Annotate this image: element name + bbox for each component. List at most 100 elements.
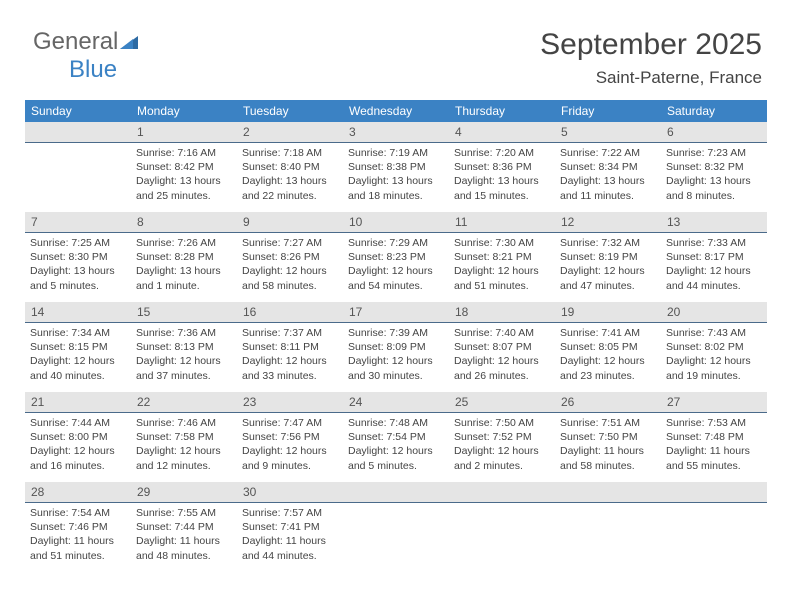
day-body: Sunrise: 7:23 AMSunset: 8:32 PMDaylight:… [661, 143, 767, 206]
day-number: 1 [131, 122, 237, 143]
calendar-day-cell [25, 122, 131, 212]
day-body: Sunrise: 7:37 AMSunset: 8:11 PMDaylight:… [237, 323, 343, 386]
day-number: 23 [237, 392, 343, 413]
calendar-day-cell: 22Sunrise: 7:46 AMSunset: 7:58 PMDayligh… [131, 392, 237, 482]
calendar-day-cell: 4Sunrise: 7:20 AMSunset: 8:36 PMDaylight… [449, 122, 555, 212]
sunset-line: Sunset: 7:58 PM [136, 430, 232, 444]
daylight-line-2: and 51 minutes. [30, 549, 126, 563]
sunset-line: Sunset: 8:15 PM [30, 340, 126, 354]
sunset-line: Sunset: 8:19 PM [560, 250, 656, 264]
sunset-line: Sunset: 8:32 PM [666, 160, 762, 174]
daylight-line-1: Daylight: 11 hours [242, 534, 338, 548]
daylight-line-1: Daylight: 12 hours [560, 264, 656, 278]
day-number: 18 [449, 302, 555, 323]
sunset-line: Sunset: 7:52 PM [454, 430, 550, 444]
daylight-line-2: and 54 minutes. [348, 279, 444, 293]
calendar-day-cell: 1Sunrise: 7:16 AMSunset: 8:42 PMDaylight… [131, 122, 237, 212]
calendar-week-row: 7Sunrise: 7:25 AMSunset: 8:30 PMDaylight… [25, 212, 767, 302]
day-body: Sunrise: 7:16 AMSunset: 8:42 PMDaylight:… [131, 143, 237, 206]
day-number: 28 [25, 482, 131, 503]
daylight-line-1: Daylight: 13 hours [666, 174, 762, 188]
calendar-day-cell [661, 482, 767, 572]
calendar-week-row: 1Sunrise: 7:16 AMSunset: 8:42 PMDaylight… [25, 122, 767, 212]
day-body: Sunrise: 7:55 AMSunset: 7:44 PMDaylight:… [131, 503, 237, 566]
sunset-line: Sunset: 8:13 PM [136, 340, 232, 354]
sunrise-line: Sunrise: 7:39 AM [348, 326, 444, 340]
day-number: 10 [343, 212, 449, 233]
calendar-week-row: 28Sunrise: 7:54 AMSunset: 7:46 PMDayligh… [25, 482, 767, 572]
daylight-line-2: and 44 minutes. [242, 549, 338, 563]
calendar-day-cell: 21Sunrise: 7:44 AMSunset: 8:00 PMDayligh… [25, 392, 131, 482]
daylight-line-2: and 33 minutes. [242, 369, 338, 383]
sunrise-line: Sunrise: 7:19 AM [348, 146, 444, 160]
day-body: Sunrise: 7:47 AMSunset: 7:56 PMDaylight:… [237, 413, 343, 476]
sunrise-line: Sunrise: 7:36 AM [136, 326, 232, 340]
daylight-line-2: and 37 minutes. [136, 369, 232, 383]
weekday-header: Thursday [449, 100, 555, 122]
daylight-line-1: Daylight: 12 hours [666, 354, 762, 368]
sunset-line: Sunset: 8:05 PM [560, 340, 656, 354]
sunset-line: Sunset: 7:54 PM [348, 430, 444, 444]
day-number-empty [343, 482, 449, 503]
day-body: Sunrise: 7:50 AMSunset: 7:52 PMDaylight:… [449, 413, 555, 476]
calendar-day-cell: 10 Sunrise: 7:29 AMSunset: 8:23 PMDayligh… [343, 212, 449, 302]
daylight-line-1: Daylight: 13 hours [30, 264, 126, 278]
day-number: 9 [237, 212, 343, 233]
sunset-line: Sunset: 8:40 PM [242, 160, 338, 174]
daylight-line-1: Daylight: 12 hours [560, 354, 656, 368]
sunset-line: Sunset: 8:02 PM [666, 340, 762, 354]
sunrise-line: Sunrise: 7:54 AM [30, 506, 126, 520]
calendar-week-row: 21Sunrise: 7:44 AMSunset: 8:00 PMDayligh… [25, 392, 767, 482]
calendar-day-cell [555, 482, 661, 572]
logo: General Blue [33, 28, 138, 84]
day-body: Sunrise: 7:33 AMSunset: 8:17 PMDaylight:… [661, 233, 767, 296]
sunrise-line: Sunrise: 7:55 AM [136, 506, 232, 520]
weekday-header: Tuesday [237, 100, 343, 122]
sunset-line: Sunset: 8:28 PM [136, 250, 232, 264]
sunrise-line: Sunrise: 7:23 AM [666, 146, 762, 160]
sunset-line: Sunset: 7:44 PM [136, 520, 232, 534]
sunrise-line: Sunrise: 7:30 AM [454, 236, 550, 250]
calendar-day-cell [343, 482, 449, 572]
calendar-day-cell: 18Sunrise: 7:40 AMSunset: 8:07 PMDayligh… [449, 302, 555, 392]
day-number: 12 [555, 212, 661, 233]
daylight-line-2: and 8 minutes. [666, 189, 762, 203]
page-title: September 2025 [540, 28, 762, 62]
daylight-line-2: and 12 minutes. [136, 459, 232, 473]
sunrise-line: Sunrise: 7:43 AM [666, 326, 762, 340]
sunrise-line: Sunrise: 7:40 AM [454, 326, 550, 340]
daylight-line-2: and 11 minutes. [560, 189, 656, 203]
day-number: 26 [555, 392, 661, 413]
day-number: 27 [661, 392, 767, 413]
sunset-line: Sunset: 8:17 PM [666, 250, 762, 264]
day-number: 3 [343, 122, 449, 143]
day-number-empty [449, 482, 555, 503]
day-body: Sunrise: 7:41 AMSunset: 8:05 PMDaylight:… [555, 323, 661, 386]
sunset-line: Sunset: 8:11 PM [242, 340, 338, 354]
calendar-day-cell: 24Sunrise: 7:48 AMSunset: 7:54 PMDayligh… [343, 392, 449, 482]
calendar-day-cell: 16Sunrise: 7:37 AMSunset: 8:11 PMDayligh… [237, 302, 343, 392]
day-number: 22 [131, 392, 237, 413]
calendar-table: Sunday Monday Tuesday Wednesday Thursday… [25, 100, 767, 572]
daylight-line-1: Daylight: 12 hours [348, 264, 444, 278]
calendar-day-cell: 12Sunrise: 7:32 AMSunset: 8:19 PMDayligh… [555, 212, 661, 302]
sunset-line: Sunset: 8:23 PM [348, 250, 444, 264]
day-body: Sunrise: 7:36 AMSunset: 8:13 PMDaylight:… [131, 323, 237, 386]
day-body: Sunrise: 7:30 AMSunset: 8:21 PMDaylight:… [449, 233, 555, 296]
calendar-day-cell: 27Sunrise: 7:53 AMSunset: 7:48 PMDayligh… [661, 392, 767, 482]
location-label: Saint-Paterne, France [596, 68, 762, 88]
day-number: 19 [555, 302, 661, 323]
sunset-line: Sunset: 8:09 PM [348, 340, 444, 354]
sunrise-line: Sunrise: 7:37 AM [242, 326, 338, 340]
daylight-line-1: Daylight: 12 hours [348, 444, 444, 458]
daylight-line-2: and 40 minutes. [30, 369, 126, 383]
day-body: Sunrise: 7:48 AMSunset: 7:54 PMDaylight:… [343, 413, 449, 476]
sunrise-line: Sunrise: 7:29 AM [348, 236, 444, 250]
sunrise-line: Sunrise: 7:44 AM [30, 416, 126, 430]
daylight-line-2: and 22 minutes. [242, 189, 338, 203]
day-number: 15 [131, 302, 237, 323]
daylight-line-1: Daylight: 11 hours [666, 444, 762, 458]
day-number: 24 [343, 392, 449, 413]
day-number: 30 [237, 482, 343, 503]
day-number: 17 [343, 302, 449, 323]
